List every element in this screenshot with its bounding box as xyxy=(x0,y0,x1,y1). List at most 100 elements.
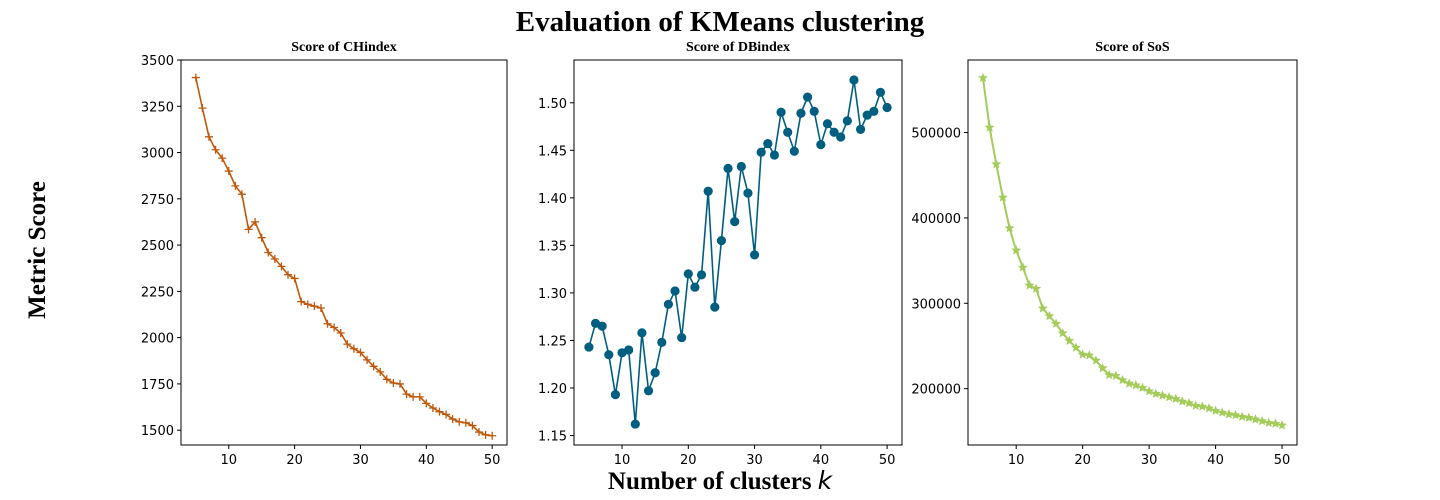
sos-point xyxy=(1177,396,1188,406)
figure-xlabel-var: k xyxy=(818,466,834,495)
dbindex-point xyxy=(882,102,892,113)
chindex-point xyxy=(395,379,404,388)
chindex-point xyxy=(218,154,227,163)
sos-point xyxy=(1250,414,1261,424)
sos-point xyxy=(1011,245,1022,255)
dbindex-point xyxy=(776,107,786,117)
sos-point xyxy=(1164,392,1174,402)
chindex-point xyxy=(231,181,240,190)
chindex-point xyxy=(297,297,306,306)
dbindex-point xyxy=(630,419,640,429)
chindex-series-line xyxy=(195,77,493,437)
chindex-point xyxy=(382,375,391,384)
dbindex-xtick-label: 50 xyxy=(879,453,896,468)
sos-xtick-label: 20 xyxy=(1074,453,1091,468)
dbindex-point xyxy=(610,390,621,400)
sos-point xyxy=(1170,393,1181,404)
dbindex-point xyxy=(663,299,674,309)
dbindex-ytick-label: 1.50 xyxy=(538,97,567,112)
sos-xtick-label: 50 xyxy=(1274,453,1291,468)
chindex-point xyxy=(349,344,358,353)
sos-point xyxy=(1077,349,1088,359)
dbindex-point xyxy=(789,146,799,156)
dbindex-point xyxy=(769,150,780,160)
sos-point xyxy=(1157,390,1168,400)
dbindex-point xyxy=(763,139,773,149)
dbindex-xtick-label: 30 xyxy=(746,453,763,468)
dbindex-panel: Score of DBindex 10 20 30 40 50 1.15 1.20 1.25 1.… xyxy=(538,40,903,468)
sos-point xyxy=(984,122,995,132)
chindex-point xyxy=(244,225,253,234)
chindex-point xyxy=(389,378,398,387)
dbindex-point xyxy=(836,132,846,142)
sos-point xyxy=(1104,369,1115,380)
dbindex-point xyxy=(637,328,647,338)
figure-xlabel-text: Number of clusters xyxy=(608,468,812,495)
dbindex-ytick-label: 1.40 xyxy=(538,192,567,207)
chindex-point xyxy=(251,217,260,226)
sos-point xyxy=(1137,382,1148,393)
dbindex-point xyxy=(703,186,713,196)
sos-point xyxy=(978,72,988,83)
figure-title: Evaluation of KMeans clustering xyxy=(516,6,925,38)
dbindex-point xyxy=(802,92,813,102)
chindex-ytick-label: 3250 xyxy=(141,100,174,115)
dbindex-xtick-label: 20 xyxy=(680,453,697,468)
dbindex-series-line xyxy=(588,79,888,425)
dbindex-point xyxy=(716,236,727,246)
sos-point xyxy=(1091,355,1101,365)
dbindex-point xyxy=(597,321,607,331)
figure-ylabel: Metric Score xyxy=(24,181,51,319)
sos-point xyxy=(1217,407,1228,417)
sos-point xyxy=(1243,412,1254,422)
sos-point xyxy=(1184,397,1194,408)
dbindex-point xyxy=(783,127,793,137)
chindex-ytick-label: 3500 xyxy=(141,54,174,69)
chindex-point xyxy=(448,415,457,424)
chindex-point xyxy=(422,399,431,408)
dbindex-point xyxy=(749,250,760,260)
dbindex-point xyxy=(690,282,700,292)
sos-ytick-label: 200000 xyxy=(911,383,961,398)
chindex-ytick-label: 2250 xyxy=(141,285,174,300)
dbindex-point xyxy=(643,386,654,396)
chindex-point xyxy=(363,355,372,364)
chindex-ytick-label: 2000 xyxy=(141,332,174,347)
chindex-ytick-label: 3000 xyxy=(141,147,174,162)
dbindex-point xyxy=(696,270,707,280)
sos-point xyxy=(1017,262,1028,272)
dbindex-point xyxy=(710,302,720,312)
chindex-point xyxy=(428,403,437,412)
sos-point xyxy=(1237,411,1248,422)
dbindex-point xyxy=(736,161,746,172)
dbindex-ytick-label: 1.35 xyxy=(538,239,567,254)
chindex-point xyxy=(237,190,246,199)
chindex-point xyxy=(369,362,378,371)
sos-point xyxy=(1150,388,1161,398)
figure-xlabel: Number of clusters k xyxy=(608,466,834,495)
chindex-xtick-label: 50 xyxy=(484,453,501,468)
chindex-ytick-label: 2750 xyxy=(141,193,174,208)
dbindex-ytick-label: 1.25 xyxy=(538,334,567,349)
sos-point xyxy=(1230,409,1241,420)
chindex-point xyxy=(415,392,424,401)
dbindex-point xyxy=(822,119,833,129)
sos-point xyxy=(1130,380,1141,390)
chindex-point xyxy=(316,304,325,313)
dbindex-xtick-label: 40 xyxy=(813,453,830,468)
sos-point xyxy=(1071,342,1081,352)
sos-point xyxy=(1223,409,1234,419)
sos-point xyxy=(1004,222,1015,233)
dbindex-point xyxy=(730,217,740,227)
chindex-point xyxy=(461,418,470,427)
chindex-xtick-label: 10 xyxy=(220,453,237,468)
dbindex-ytick-label: 1.20 xyxy=(538,382,567,397)
dbindex-point xyxy=(683,269,693,279)
chindex-ytick-label: 1750 xyxy=(141,378,174,393)
sos-point xyxy=(1037,303,1048,313)
sos-point xyxy=(1197,401,1208,411)
dbindex-point xyxy=(670,286,680,296)
dbindex-title: Score of DBindex xyxy=(686,40,790,55)
chindex-point xyxy=(211,145,220,154)
chindex-point xyxy=(455,417,464,426)
